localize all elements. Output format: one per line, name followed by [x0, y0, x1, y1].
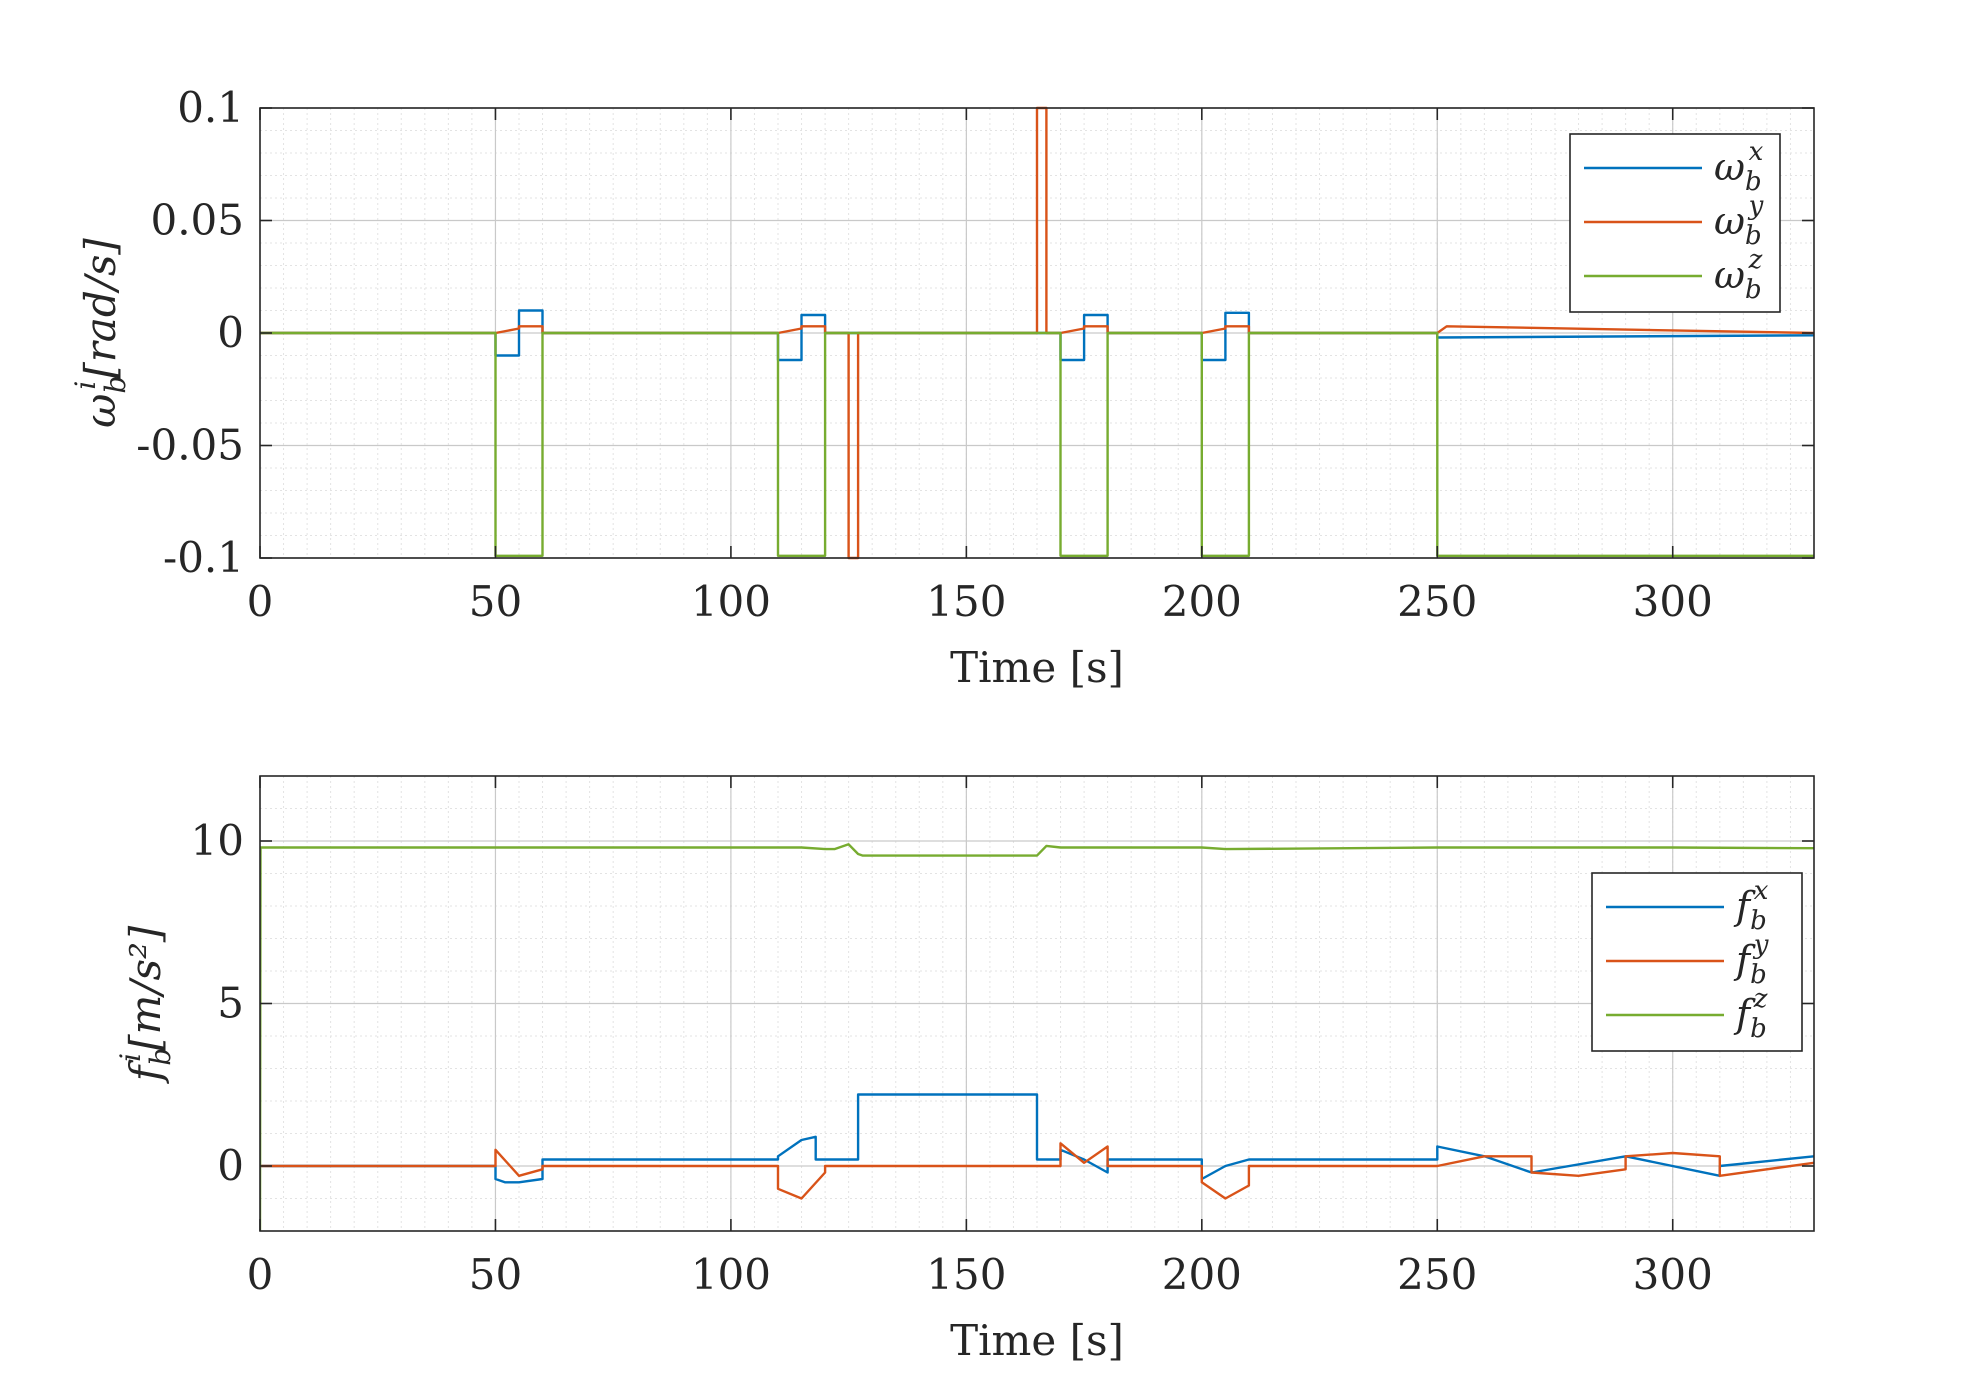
y-axis-label: fbi[m/s²]: [114, 925, 177, 1084]
x-tick-label: 0: [247, 1250, 274, 1299]
x-tick-label: 50: [469, 577, 522, 626]
x-tick-label: 200: [1162, 1250, 1242, 1299]
y-axis-label-sub: b: [144, 1048, 177, 1066]
y-tick-label: 0: [217, 308, 244, 357]
y-tick-label: -0.1: [163, 533, 244, 582]
y-tick-label: 5: [217, 979, 244, 1028]
tick-labels: 0 50 100 150 200 250 300 -0.1 -0.05 0 0.05 0.1: [136, 83, 1713, 626]
x-axis-label: Time [s]: [950, 643, 1124, 692]
angular-rate-chart: 0 50 100 150 200 250 300 -0.1 -0.05 0 0.05 0.1 Time…: [69, 83, 1815, 692]
x-tick-label: 200: [1162, 577, 1242, 626]
y-axis-label-sup: i: [69, 381, 102, 390]
tick-marks: [259, 776, 1814, 1231]
x-axis-label: Time [s]: [950, 1316, 1124, 1365]
x-tick-label: 300: [1633, 1250, 1713, 1299]
y-axis-label-unit: [m/s²]: [121, 925, 170, 1051]
x-tick-label: 100: [691, 577, 771, 626]
y-tick-label: 10: [191, 816, 244, 865]
y-axis-label: ωbi [rad/s]: [69, 238, 132, 428]
series-line-z: [260, 843, 1814, 1232]
y-tick-label: -0.05: [136, 421, 244, 470]
y-axis-label-base: ω: [76, 394, 125, 428]
x-tick-label: 150: [926, 1250, 1006, 1299]
series-line-x: [260, 1093, 1814, 1184]
y-tick-label: 0.1: [177, 83, 244, 132]
series-line-y: [260, 1142, 1814, 1200]
x-tick-label: 250: [1397, 577, 1477, 626]
x-tick-label: 50: [469, 1250, 522, 1299]
tick-labels: 0 50 100 150 200 250 300 0 5 10: [191, 816, 1713, 1299]
y-axis-label-sub: b: [99, 376, 132, 394]
x-tick-label: 250: [1397, 1250, 1477, 1299]
x-tick-label: 150: [926, 577, 1006, 626]
y-tick-label: 0: [217, 1141, 244, 1190]
y-axis-label-unit: [rad/s]: [76, 238, 125, 379]
series-lines: [260, 843, 1814, 1232]
y-axis-label-sup: i: [114, 1053, 147, 1062]
x-tick-label: 300: [1633, 577, 1713, 626]
legend-label-y: ωby: [1714, 191, 1764, 251]
y-tick-label: 0.05: [150, 196, 244, 245]
legend-label-x: ωbx: [1714, 137, 1764, 197]
x-tick-label: 0: [247, 577, 274, 626]
legend-label-z: ωbz: [1714, 245, 1763, 305]
tick-marks: [259, 107, 1814, 559]
x-tick-label: 100: [691, 1250, 771, 1299]
series-line-z: [260, 331, 1814, 557]
series-lines: [260, 106, 1814, 560]
